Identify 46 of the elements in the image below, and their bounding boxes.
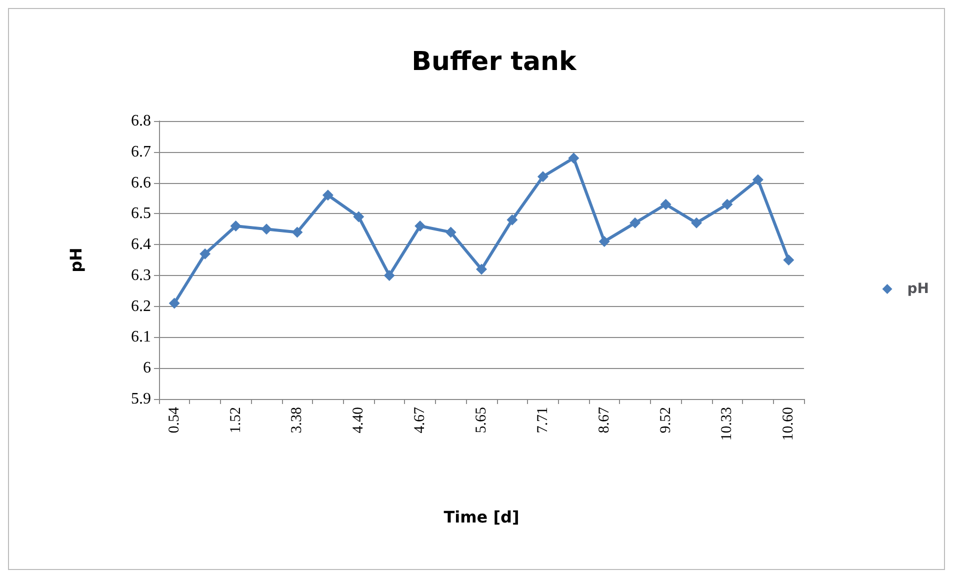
y-tick-label: 6.4 [131,236,151,254]
y-tick-label: 6.3 [131,266,151,284]
point [476,264,487,275]
point [752,174,764,186]
point [322,190,334,201]
y-tick-label: 6.5 [131,205,151,222]
point [230,220,242,232]
point [200,248,211,260]
y-tick-label: 5.9 [131,390,151,408]
point [537,171,548,182]
x-tick-label: 1.52 [228,407,244,434]
x-axis-title: Time [d] [444,508,520,526]
x-tick-label: 5.65 [474,407,490,434]
y-tick-label: 6.1 [131,328,151,346]
point [292,226,303,238]
point [722,198,733,210]
y-axis-title: pH [66,248,86,272]
legend-label: pH [907,281,930,297]
point [568,152,580,164]
point [261,224,272,235]
x-tick-label: 8.67 [596,406,612,434]
x-tick-label: 0.54 [166,406,182,434]
point [445,226,456,238]
y-tick-label: 6.8 [131,112,151,130]
chart-title: Buffer tank [412,47,578,77]
point [384,270,395,281]
point [168,298,180,309]
x-tick-label: 4.40 [350,407,367,434]
point [598,236,610,247]
point [414,220,426,232]
x-tick-label: 4.67 [412,406,428,434]
x-tick-label: 10.60 [780,407,797,441]
point [630,217,641,228]
y-tick-label: 6.6 [131,174,151,192]
point [506,214,518,226]
point [353,211,364,222]
point [660,198,672,210]
x-tick-label: 10.33 [719,407,736,441]
x-tick-label: 3.38 [289,407,306,434]
y-tick-label: 6.7 [131,143,151,160]
point [783,254,794,266]
x-tick-label: 9.52 [658,407,674,434]
x-tick-label: 7.71 [534,407,551,434]
point [691,217,702,228]
y-tick-label: 6 [143,360,151,377]
y-tick-label: 6.2 [131,298,151,315]
